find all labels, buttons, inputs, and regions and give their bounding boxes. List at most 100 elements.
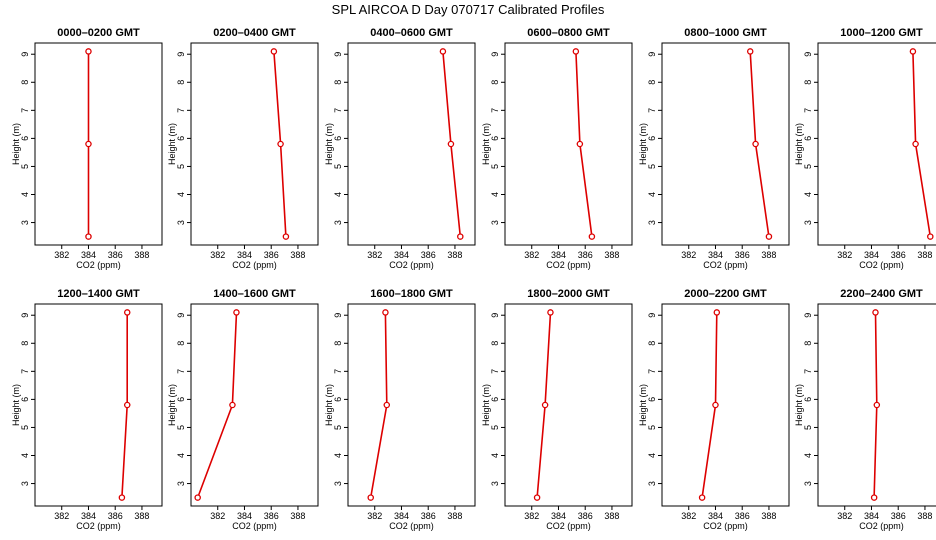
y-tick-label: 7 bbox=[20, 369, 30, 374]
y-tick-label: 5 bbox=[20, 425, 30, 430]
panel-title: 0400–0600 GMT bbox=[370, 27, 453, 39]
data-point bbox=[872, 309, 879, 316]
data-point bbox=[123, 401, 131, 409]
y-axis-label: Height (m) bbox=[794, 123, 804, 165]
x-tick-label: 388 bbox=[761, 250, 776, 260]
y-tick-label: 7 bbox=[490, 108, 500, 113]
y-tick-label: 9 bbox=[803, 313, 813, 318]
data-point bbox=[572, 48, 580, 55]
x-axis-label: CO2 (ppm) bbox=[546, 521, 591, 531]
y-tick-label: 7 bbox=[490, 369, 500, 374]
y-axis-label: Height (m) bbox=[324, 123, 334, 165]
y-tick-label: 8 bbox=[490, 341, 500, 346]
x-tick-label: 386 bbox=[108, 511, 123, 521]
x-tick-label: 384 bbox=[551, 250, 566, 260]
y-tick-label: 6 bbox=[490, 397, 500, 402]
data-point bbox=[713, 309, 721, 316]
x-tick-label: 382 bbox=[367, 250, 382, 260]
profile-panel: 0400–0600 GMT 382 384 386 388 3 4 5 6 7 8 9 CO2 (ppm… bbox=[324, 27, 476, 270]
y-tick-label: 5 bbox=[20, 164, 30, 169]
plot-frame bbox=[817, 303, 936, 507]
x-tick-label: 382 bbox=[837, 511, 852, 521]
profile-panel: 1000–1200 GMT 382 384 386 388 3 4 5 6 7 8 9 CO2 (ppm… bbox=[794, 27, 936, 270]
data-point bbox=[233, 309, 240, 316]
x-tick-label: 382 bbox=[367, 511, 382, 521]
x-tick-label: 386 bbox=[891, 250, 906, 260]
data-point bbox=[282, 233, 290, 240]
profile-panel: 1400–1600 GMT 382 384 386 388 3 4 5 6 7 8 9 CO2 (ppm… bbox=[167, 288, 319, 531]
plot-frame bbox=[347, 303, 476, 507]
y-tick-label: 8 bbox=[333, 80, 343, 85]
y-tick-label: 7 bbox=[803, 108, 813, 113]
y-tick-label: 3 bbox=[333, 481, 343, 486]
y-tick-label: 9 bbox=[20, 52, 30, 57]
y-tick-label: 5 bbox=[490, 164, 500, 169]
data-point bbox=[270, 48, 278, 55]
plot-frame bbox=[661, 303, 790, 507]
y-tick-label: 3 bbox=[333, 220, 343, 225]
data-point bbox=[698, 494, 706, 501]
y-tick-label: 4 bbox=[176, 192, 186, 197]
y-tick-label: 9 bbox=[333, 313, 343, 318]
x-tick-label: 386 bbox=[578, 250, 593, 260]
y-tick-label: 5 bbox=[490, 425, 500, 430]
y-axis-label: Height (m) bbox=[794, 384, 804, 426]
y-axis-label: Height (m) bbox=[324, 384, 334, 426]
y-tick-label: 9 bbox=[176, 52, 186, 57]
x-axis-label: CO2 (ppm) bbox=[546, 260, 591, 270]
data-point bbox=[118, 494, 126, 501]
data-point bbox=[229, 401, 236, 409]
data-point bbox=[85, 233, 92, 240]
y-tick-label: 4 bbox=[333, 192, 343, 197]
data-point bbox=[457, 233, 464, 240]
y-tick-label: 4 bbox=[803, 453, 813, 458]
y-axis-label: Height (m) bbox=[481, 123, 491, 165]
y-tick-label: 4 bbox=[333, 453, 343, 458]
data-point bbox=[447, 140, 455, 148]
x-tick-label: 388 bbox=[447, 250, 462, 260]
y-tick-label: 5 bbox=[647, 425, 657, 430]
y-tick-label: 3 bbox=[647, 220, 657, 225]
y-tick-label: 3 bbox=[20, 220, 30, 225]
y-tick-label: 8 bbox=[490, 80, 500, 85]
data-point bbox=[439, 48, 447, 55]
panel-title: 0200–0400 GMT bbox=[213, 27, 296, 39]
y-tick-label: 9 bbox=[647, 313, 657, 318]
data-point bbox=[123, 309, 131, 316]
plot-frame bbox=[347, 42, 476, 246]
panel-title: 2000–2200 GMT bbox=[684, 288, 767, 300]
data-point bbox=[588, 233, 596, 240]
y-tick-label: 7 bbox=[803, 369, 813, 374]
y-tick-label: 4 bbox=[647, 453, 657, 458]
y-tick-label: 3 bbox=[176, 220, 186, 225]
x-axis-label: CO2 (ppm) bbox=[76, 521, 121, 531]
x-tick-label: 382 bbox=[210, 511, 225, 521]
data-point bbox=[909, 48, 917, 55]
x-tick-label: 382 bbox=[837, 250, 852, 260]
x-axis-label: CO2 (ppm) bbox=[703, 521, 748, 531]
panel-title: 1200–1400 GMT bbox=[57, 288, 140, 300]
plot-frame bbox=[504, 303, 633, 507]
x-tick-label: 386 bbox=[108, 250, 123, 260]
x-tick-label: 382 bbox=[524, 250, 539, 260]
plot-frame bbox=[34, 303, 163, 507]
y-tick-label: 6 bbox=[333, 136, 343, 141]
x-axis-label: CO2 (ppm) bbox=[703, 260, 748, 270]
x-tick-label: 382 bbox=[524, 511, 539, 521]
panel-title: 1400–1600 GMT bbox=[213, 288, 296, 300]
y-tick-label: 4 bbox=[490, 453, 500, 458]
panel-title: 2200–2400 GMT bbox=[840, 288, 923, 300]
x-tick-label: 386 bbox=[578, 511, 593, 521]
y-tick-label: 4 bbox=[803, 192, 813, 197]
panel-title: 1000–1200 GMT bbox=[840, 27, 923, 39]
x-tick-label: 388 bbox=[290, 511, 305, 521]
y-tick-label: 8 bbox=[176, 341, 186, 346]
x-tick-label: 386 bbox=[735, 250, 750, 260]
x-axis-label: CO2 (ppm) bbox=[232, 521, 277, 531]
y-tick-label: 6 bbox=[20, 136, 30, 141]
data-point bbox=[752, 140, 759, 148]
y-tick-label: 5 bbox=[803, 164, 813, 169]
y-axis-label: Height (m) bbox=[638, 384, 648, 426]
x-axis-label: CO2 (ppm) bbox=[76, 260, 121, 270]
